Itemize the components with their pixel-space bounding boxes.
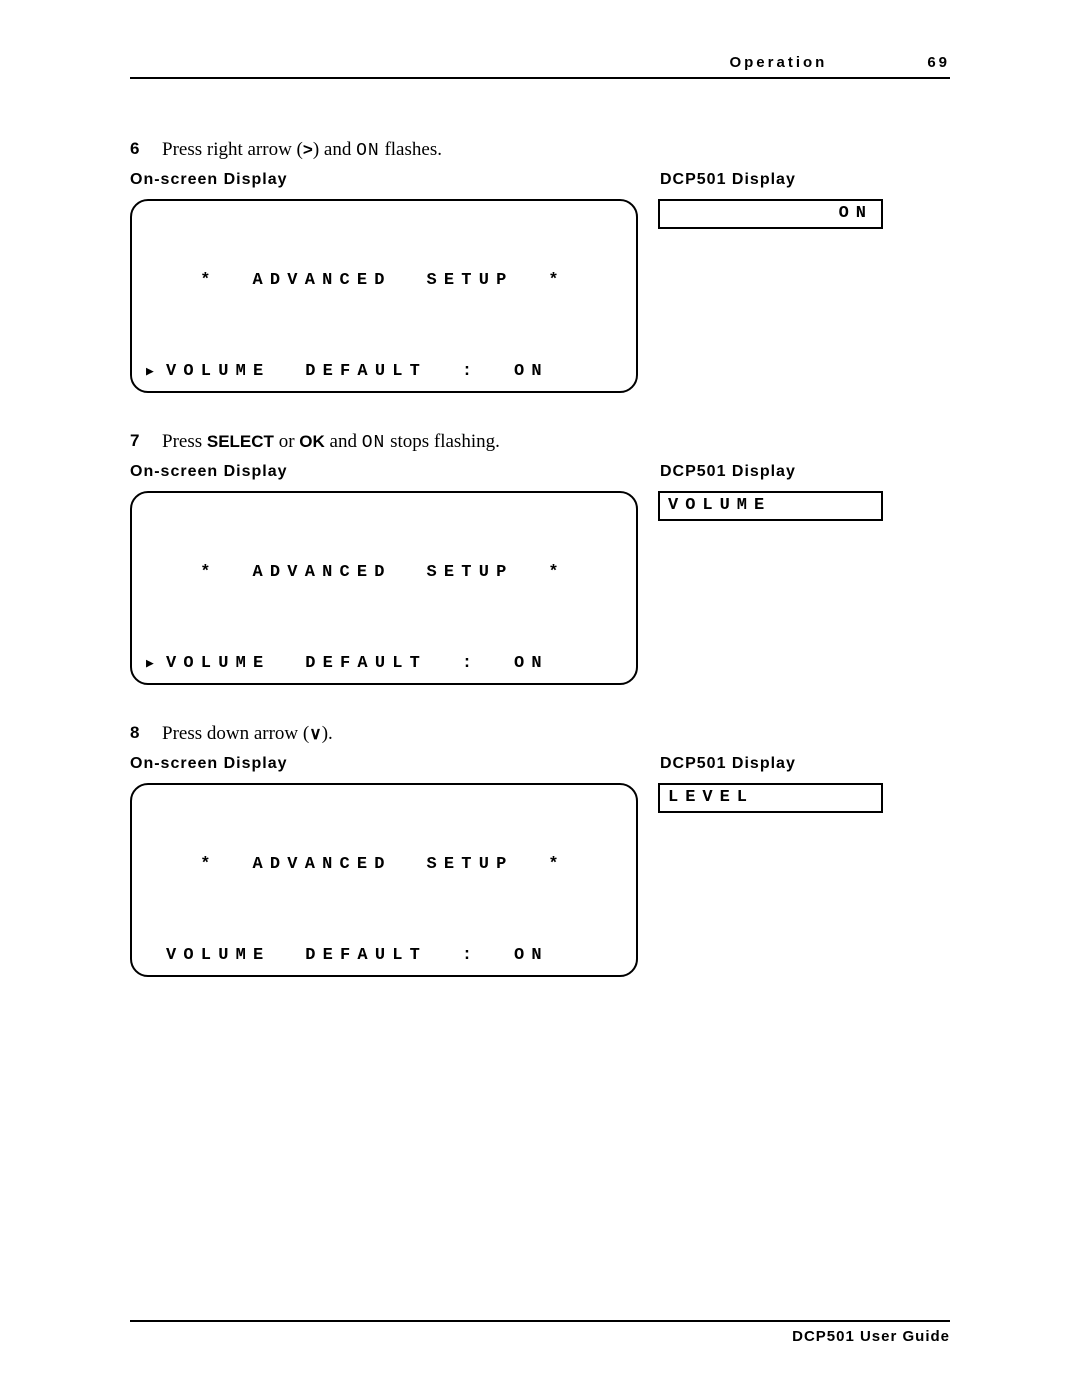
dcp-display: ON: [658, 199, 883, 229]
osd-line: ▶VOLUME DEFAULT : ON: [146, 651, 620, 677]
step-number: 6: [130, 139, 144, 161]
step-instruction: Press right arrow (>) and ON flashes.: [162, 139, 442, 161]
osd-display: * ADVANCED SETUP * ▶VOLUME DEFAULT : ON …: [130, 199, 638, 393]
step-7: 7 Press SELECT or OK and ON stops flashi…: [130, 431, 950, 685]
osd-line: VOLUME DEFAULT : ON: [146, 943, 620, 969]
step-number: 7: [130, 431, 144, 453]
osd-title: * ADVANCED SETUP *: [146, 852, 620, 878]
osd-label: On-screen Display: [130, 463, 660, 481]
pointer-icon: ▶: [146, 654, 154, 674]
dcp-display: LEVEL: [658, 783, 883, 813]
dcp-label: DCP501 Display: [660, 755, 796, 773]
osd-label: On-screen Display: [130, 755, 660, 773]
pointer-icon: ▶: [146, 362, 154, 382]
header-page-number: 69: [927, 54, 950, 71]
dcp-display: VOLUME: [658, 491, 883, 521]
page: Operation 69 6 Press right arrow (>) and…: [0, 0, 1080, 1055]
osd-display: * ADVANCED SETUP * VOLUME DEFAULT : ON ▶…: [130, 783, 638, 977]
dcp-label: DCP501 Display: [660, 171, 796, 189]
osd-label: On-screen Display: [130, 171, 660, 189]
osd-title: * ADVANCED SETUP *: [146, 560, 620, 586]
step-instruction: Press SELECT or OK and ON stops flashing…: [162, 431, 500, 453]
header-section: Operation: [729, 54, 827, 71]
osd-line: ▶VOLUME DEFAULT : ON: [146, 359, 620, 385]
page-footer: DCP501 User Guide: [130, 1320, 950, 1345]
osd-title: * ADVANCED SETUP *: [146, 268, 620, 294]
page-header: Operation 69: [130, 54, 950, 79]
step-8: 8 Press down arrow (∨). On-screen Displa…: [130, 723, 950, 977]
step-instruction: Press down arrow (∨).: [162, 723, 333, 745]
step-number: 8: [130, 723, 144, 745]
step-6: 6 Press right arrow (>) and ON flashes. …: [130, 139, 950, 393]
dcp-label: DCP501 Display: [660, 463, 796, 481]
osd-display: * ADVANCED SETUP * ▶VOLUME DEFAULT : ON …: [130, 491, 638, 685]
